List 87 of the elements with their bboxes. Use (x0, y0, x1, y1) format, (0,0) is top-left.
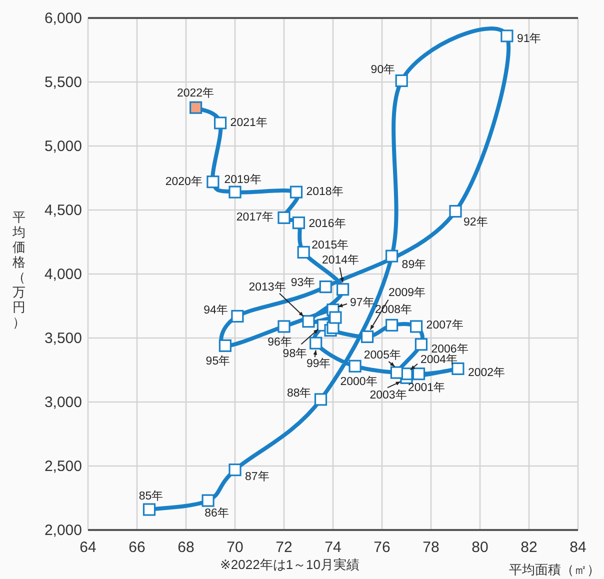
annotation: 2005年 (364, 348, 402, 362)
annotation: 2007年 (426, 318, 464, 332)
point (412, 368, 426, 380)
point (218, 339, 232, 352)
point (206, 176, 220, 188)
point (348, 360, 362, 372)
annotation: 99年 (306, 357, 332, 370)
point (202, 494, 214, 507)
point (290, 186, 303, 198)
point (142, 503, 156, 516)
x-tick-label: 74 (324, 539, 342, 556)
point (214, 116, 227, 130)
x-tick-label: 80 (472, 539, 488, 556)
annotation: 2017年 (236, 210, 274, 224)
point (386, 318, 398, 332)
point (395, 74, 408, 88)
annotation: 92年 (464, 215, 488, 228)
y-tick-label: 4,500 (44, 202, 82, 219)
y-tick-label: 5,500 (44, 74, 82, 91)
annotation: 2015年 (312, 238, 350, 252)
annotation: 85年 (138, 490, 164, 503)
point (314, 393, 328, 406)
point (390, 366, 403, 379)
point (278, 320, 290, 333)
y-tick-label: 2,500 (44, 458, 82, 475)
point (231, 310, 244, 323)
point (410, 320, 423, 333)
point (278, 211, 290, 224)
x-tick-label: 70 (226, 539, 244, 556)
annotation: 2009年 (388, 286, 426, 299)
point (319, 280, 332, 294)
y-tick-label: 4,000 (44, 266, 82, 283)
annotation: 97年 (350, 296, 375, 309)
y-tick-label: 6,000 (44, 10, 82, 27)
x-tick-label: 84 (570, 539, 586, 556)
y-axis-title: 平均価格（万円） (12, 210, 26, 330)
point (297, 246, 310, 259)
annotation: 2018年 (306, 185, 344, 198)
annotation: 91年 (516, 32, 542, 45)
point (361, 330, 374, 344)
annotation: 2014年 (322, 253, 360, 266)
point (228, 464, 242, 476)
x-tick-label: 78 (422, 539, 440, 556)
annotation: 87年 (245, 470, 270, 483)
annotation: 2019年 (224, 173, 262, 186)
annotation: 2021年 (230, 116, 268, 129)
point (302, 315, 315, 328)
annotation: 2016年 (308, 216, 346, 230)
annotation: 95年 (206, 354, 231, 368)
annotation: 86年 (204, 506, 230, 520)
x-tick-label: 68 (178, 539, 194, 556)
x-tick-label: 72 (276, 539, 292, 556)
y-tick-label: 3,000 (44, 394, 82, 411)
point (500, 30, 514, 42)
x-axis-title: 平均面積（㎡） (509, 562, 600, 577)
annotation: 2000年 (340, 375, 378, 388)
point (386, 250, 398, 262)
annotation: 2003年 (370, 388, 408, 402)
point (336, 283, 350, 296)
point (190, 101, 202, 114)
annotation: 88年 (286, 386, 312, 400)
annotation: 2022年 (177, 86, 215, 100)
annotation: 2013年 (248, 280, 286, 294)
y-tick-label: 3,500 (44, 330, 82, 347)
annotation: 2004年 (420, 352, 458, 366)
x-tick-label: 76 (374, 539, 390, 556)
point (310, 336, 322, 350)
point (292, 216, 305, 230)
annotation: 96年 (268, 336, 292, 349)
x-tick-label: 82 (520, 539, 538, 556)
y-tick-label: 2,000 (44, 522, 82, 539)
annotation: 2002年 (468, 366, 506, 379)
point (414, 338, 428, 351)
point (228, 186, 242, 198)
x-tick-label: 64 (80, 539, 96, 556)
point (329, 311, 342, 324)
annotation: 89年 (402, 258, 427, 272)
annotation: 2001年 (408, 380, 446, 394)
annotation: 2020年 (165, 174, 203, 188)
x-tick-label: 66 (128, 539, 146, 556)
annotation: 93年 (290, 276, 316, 289)
y-tick-label: 5,000 (44, 138, 82, 155)
annotation: 94年 (204, 303, 228, 316)
point (449, 204, 462, 218)
text: ※2022年は1～10月実績 (220, 557, 360, 572)
annotation: 90年 (370, 62, 396, 76)
annotation: 98年 (282, 347, 308, 360)
